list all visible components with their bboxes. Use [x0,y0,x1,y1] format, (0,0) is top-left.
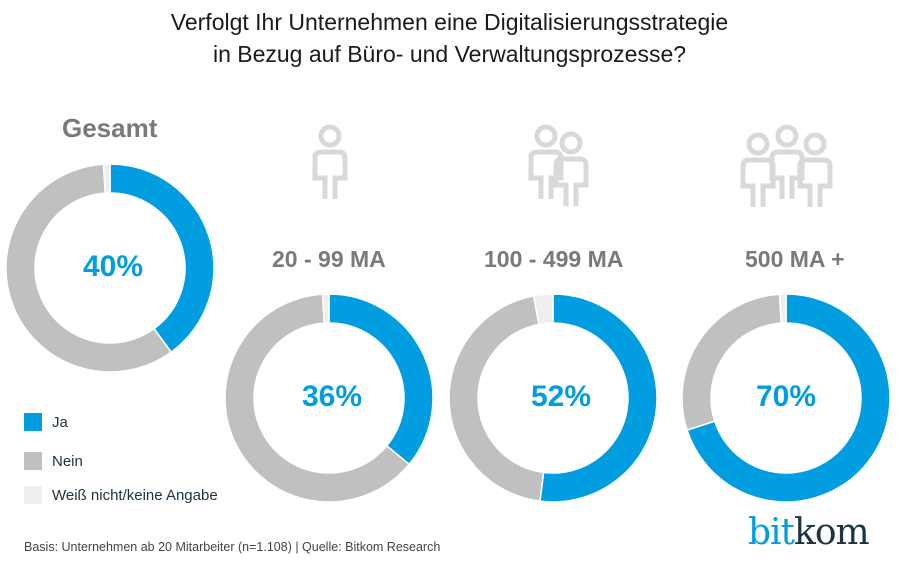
center-label-500-plus: 70% [755,380,817,413]
slice-weiss-1 [321,293,330,324]
label-500-plus: 500 MA + [745,246,845,272]
legend-swatch-ja [24,413,42,431]
legend-swatch-weiss [24,486,42,504]
legend-label-nein: Nein [52,452,83,470]
legend-item-weiss: Weiß nicht/keine Angabe [24,486,218,504]
legend-label-weiss: Weiß nicht/keine Angabe [52,486,218,504]
chart-title: Verfolgt Ihr Unternehmen eine Digitalisi… [0,6,899,70]
slice-weiss-0 [102,163,111,194]
slice-nein-1 [224,293,411,503]
logo-part-bit: bit [748,512,795,553]
slice-weiss-3 [778,293,787,324]
slice-ja-3 [686,293,891,503]
title-line-1: Verfolgt Ihr Unternehmen eine Digitalisi… [170,9,729,35]
label-20-99: 20 - 99 MA [272,246,386,272]
legend-item-ja: Ja [24,413,68,431]
group-icon [740,124,833,207]
slice-nein-2 [448,294,545,503]
label-gesamt: Gesamt [62,113,158,143]
legend-swatch-nein [24,452,42,470]
two-persons-icon [528,124,589,206]
legend-item-nein: Nein [24,452,83,470]
legend-label-ja: Ja [52,413,68,431]
person-icon [312,124,348,199]
center-label-gesamt: 40% [82,250,144,283]
label-100-499: 100 - 499 MA [484,246,624,272]
slice-nein-0 [5,163,173,373]
bitkom-logo: bitkom [748,512,870,553]
center-label-100-499: 52% [530,380,592,413]
logo-part-kom: kom [794,512,870,553]
slice-ja-2 [539,293,658,503]
center-label-20-99: 36% [301,380,363,413]
footer-source: Basis: Unternehmen ab 20 Mitarbeiter (n=… [24,540,441,554]
slice-weiss-2 [532,293,554,326]
title-line-2: in Bezug auf Büro- und Verwaltungsprozes… [212,41,687,67]
